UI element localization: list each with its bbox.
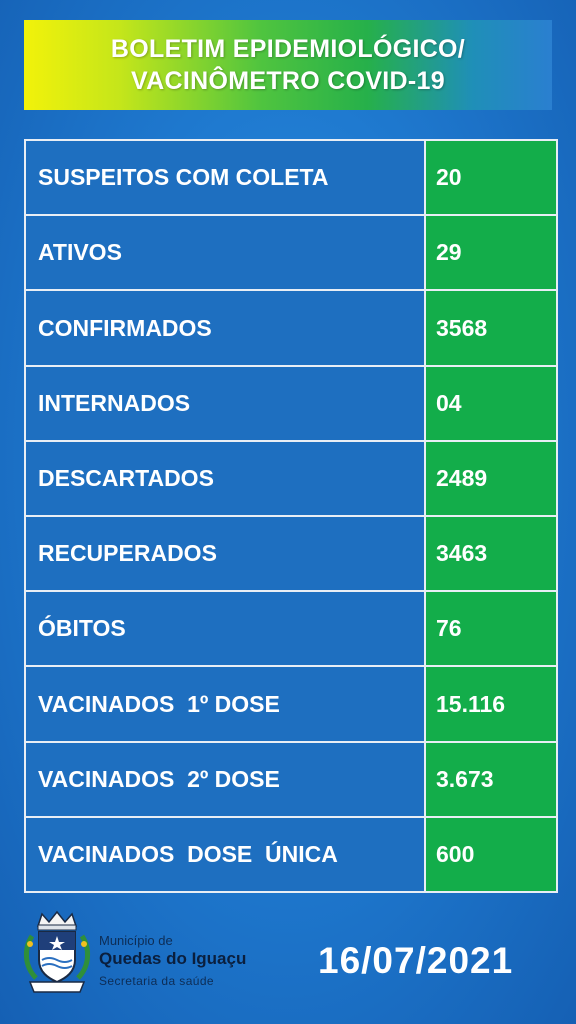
org-line-3: Secretaria da saúde (99, 974, 215, 988)
title-line-1: BOLETIM EPIDEMIOLÓGICO/ (110, 35, 466, 63)
row-label: VACINADOS 1º DOSE (26, 667, 426, 741)
row-value: 2489 (426, 441, 556, 516)
municipality-name-block: Município de Quedas do Iguaçu Secretaria… (99, 933, 246, 994)
org-line-2: Quedas do Iguaçu (99, 949, 247, 968)
table-row: RECUPERADOS 3463 (26, 517, 556, 593)
table-row: CONFIRMADOS 3568 (26, 291, 556, 367)
row-label: VACINADOS DOSE ÚNICA (26, 817, 426, 892)
row-value: 3.673 (426, 742, 556, 816)
row-value: 15.116 (426, 667, 556, 741)
title-line-2: VACINÔMETRO COVID-19 (131, 67, 445, 95)
row-value: 3568 (426, 291, 556, 365)
municipal-coat-of-arms-icon (22, 908, 92, 998)
row-value: 04 (426, 366, 556, 440)
row-label: DESCARTADOS (26, 441, 426, 516)
table-row: VACINADOS DOSE ÚNICA 600 (26, 817, 556, 892)
table-row: SUSPEITOS COM COLETA 20 (26, 141, 556, 217)
row-label: INTERNADOS (26, 366, 426, 440)
table-row: ÓBITOS 76 (26, 592, 556, 668)
table-row: ATIVOS 29 (26, 216, 556, 292)
table-row: VACINADOS 2º DOSE 3.673 (26, 742, 556, 818)
row-label: RECUPERADOS (26, 517, 426, 591)
row-label: CONFIRMADOS (26, 291, 426, 365)
table-row: INTERNADOS 04 (26, 366, 556, 442)
row-label: ÓBITOS (26, 592, 426, 666)
row-value: 76 (426, 592, 556, 666)
table-row: DESCARTADOS 2489 (26, 441, 556, 518)
report-date: 16/07/2021 (318, 940, 514, 981)
stats-table: SUSPEITOS COM COLETA 20 ATIVOS 29 CONFIR… (24, 139, 558, 893)
row-label: VACINADOS 2º DOSE (26, 742, 426, 816)
row-value: 3463 (426, 517, 556, 591)
table-row: VACINADOS 1º DOSE 15.116 (26, 667, 556, 743)
row-value: 600 (426, 817, 556, 892)
row-value: 20 (426, 141, 556, 215)
org-line-1: Município de (99, 933, 173, 948)
row-label: SUSPEITOS COM COLETA (26, 141, 426, 215)
row-value: 29 (426, 216, 556, 290)
row-label: ATIVOS (26, 216, 426, 290)
title-banner: BOLETIM EPIDEMIOLÓGICO/ VACINÔMETRO COVI… (24, 20, 552, 110)
